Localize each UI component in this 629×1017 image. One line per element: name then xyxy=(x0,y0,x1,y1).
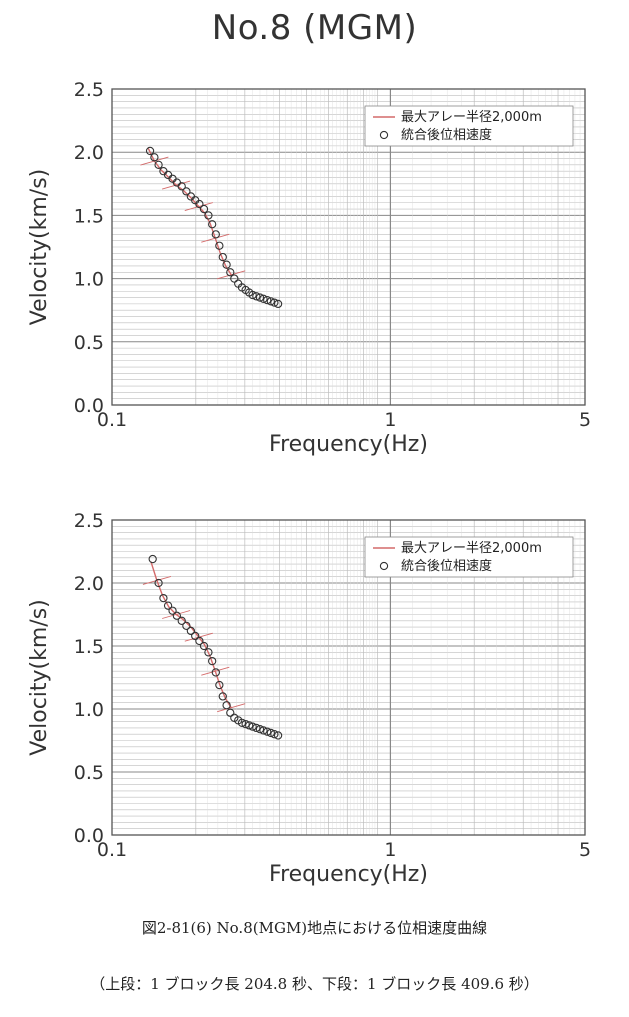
data-point xyxy=(218,252,227,262)
data-point xyxy=(226,708,235,717)
y-tick-label: 0.5 xyxy=(74,762,104,784)
data-point xyxy=(199,204,209,214)
data-point xyxy=(241,719,250,729)
data-point xyxy=(182,187,191,196)
y-tick-label: 2.5 xyxy=(74,79,104,101)
data-point xyxy=(168,606,177,615)
plot-frame xyxy=(111,88,586,406)
data-point xyxy=(273,299,283,309)
data-point xyxy=(266,297,275,306)
y-axis-label: Velocity(km/s) xyxy=(27,169,52,326)
data-point xyxy=(199,641,209,651)
y-tick-label: 1.0 xyxy=(74,699,104,721)
legend-point-marker xyxy=(379,130,389,140)
data-point xyxy=(195,636,204,646)
error-tick xyxy=(162,610,191,619)
data-point xyxy=(148,554,157,564)
data-point xyxy=(186,626,196,636)
legend-label-phase-velocity: 統合後位相速度 xyxy=(401,127,492,143)
data-point xyxy=(259,726,268,735)
data-point xyxy=(259,294,268,303)
data-point xyxy=(226,268,235,277)
data-point xyxy=(237,718,247,728)
y-axis-label: Velocity(km/s) xyxy=(27,599,52,756)
data-point xyxy=(211,230,220,239)
x-tick-label: 5 xyxy=(579,839,591,861)
x-tick-label: 0.1 xyxy=(97,839,127,861)
data-point xyxy=(204,648,213,657)
data-point xyxy=(270,730,279,739)
data-point xyxy=(248,722,257,731)
data-point xyxy=(266,728,275,738)
data-point xyxy=(215,680,224,690)
x-tick-label: 0.1 xyxy=(97,409,127,431)
data-point xyxy=(208,656,217,666)
y-tick-label: 1.0 xyxy=(74,269,104,291)
legend-label-array-radius: 最大アレー半径2,000m xyxy=(401,110,542,125)
data-point xyxy=(252,723,261,733)
error-tick xyxy=(184,202,213,211)
data-point xyxy=(172,611,182,620)
legend-label-phase-velocity: 統合後位相速度 xyxy=(401,558,492,574)
data-point xyxy=(273,731,283,740)
error-tick xyxy=(217,703,246,713)
x-axis-label: Frequency(Hz) xyxy=(269,862,428,887)
data-point xyxy=(230,274,239,283)
legend-point-marker xyxy=(379,561,389,571)
data-point xyxy=(182,621,191,630)
chart-top: 0.0 0.5 1.0 1.5 2.0 2.5 0.1 1 5 Frequency(Hz) Velo… xyxy=(27,79,591,457)
data-point xyxy=(211,668,220,677)
data-point xyxy=(255,725,265,734)
figure-caption: 図2-81(6) No.8(MGM)地点における位相速度曲線 xyxy=(141,919,488,937)
error-tick xyxy=(142,576,172,585)
data-point xyxy=(177,616,186,625)
x-axis-label: Frequency(Hz) xyxy=(269,432,428,457)
legend-box xyxy=(364,105,574,147)
legend-box xyxy=(364,536,574,578)
data-point xyxy=(263,727,272,736)
data-point xyxy=(222,260,231,269)
data-point xyxy=(177,182,186,191)
data-point xyxy=(195,199,204,209)
page-title: No.8 (MGM) xyxy=(211,8,418,48)
data-point xyxy=(159,593,168,603)
data-point xyxy=(248,290,257,300)
data-point xyxy=(252,292,261,301)
chart-bottom: 0.0 0.5 1.0 1.5 2.0 2.5 0.1 1 5 Frequency(Hz) Velo… xyxy=(27,510,591,887)
data-point xyxy=(263,295,272,305)
error-tick xyxy=(201,666,230,676)
data-point xyxy=(222,701,231,710)
data-point xyxy=(163,601,173,610)
y-tick-label: 2.5 xyxy=(74,510,104,532)
data-point xyxy=(154,578,163,588)
y-tick-label: 1.5 xyxy=(74,636,104,658)
y-tick-label: 0.0 xyxy=(74,825,104,847)
error-tick xyxy=(217,270,246,280)
data-point xyxy=(145,146,155,156)
y-tick-label: 2.0 xyxy=(74,142,104,164)
x-tick-label: 1 xyxy=(384,409,396,431)
y-tick-label: 2.0 xyxy=(74,573,104,595)
error-tick xyxy=(162,180,191,190)
data-point xyxy=(154,160,163,169)
legend-label-array-radius: 最大アレー半径2,000m xyxy=(401,541,542,556)
data-point xyxy=(218,692,227,701)
figure-subcaption: （上段：1 ブロック長 204.8 秒、下段：1 ブロック長 409.6 秒） xyxy=(90,975,539,993)
data-point xyxy=(204,211,213,220)
plot-frame xyxy=(111,519,586,836)
x-tick-label: 5 xyxy=(579,409,591,431)
x-tick-label: 1 xyxy=(384,839,396,861)
data-point xyxy=(215,241,224,250)
data-point xyxy=(255,293,265,302)
data-point xyxy=(150,153,159,162)
data-point xyxy=(208,220,217,229)
data-point xyxy=(245,721,254,730)
y-tick-label: 0.5 xyxy=(74,332,104,354)
data-point xyxy=(270,298,279,307)
series-line-array-radius xyxy=(147,148,232,276)
y-tick-label: 0.0 xyxy=(74,395,104,417)
data-point xyxy=(191,631,200,641)
y-tick-label: 1.5 xyxy=(74,205,104,227)
